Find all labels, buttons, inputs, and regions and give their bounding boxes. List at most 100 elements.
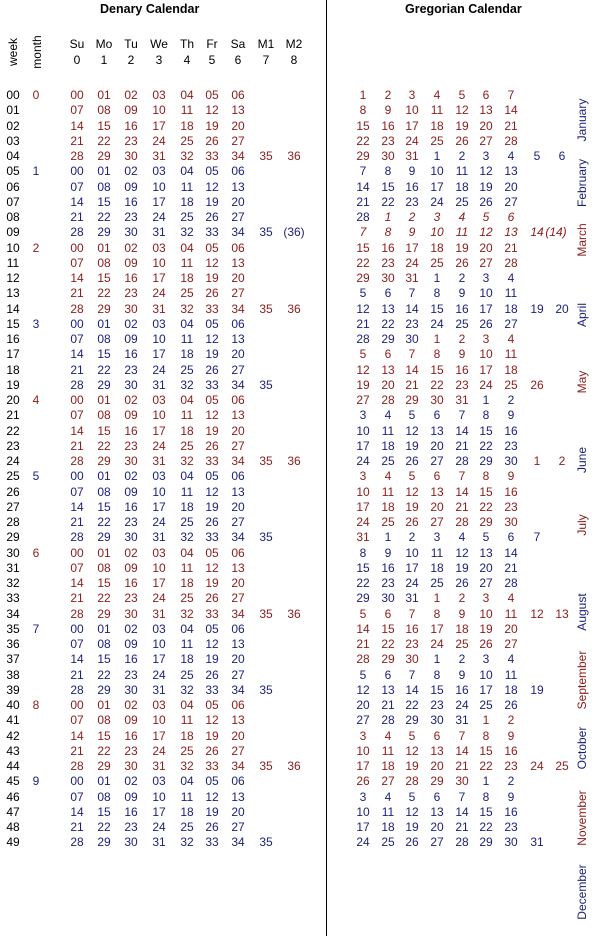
denary-day: 06: [231, 774, 245, 789]
denary-day: 36: [287, 454, 301, 468]
gregorian-day: 9: [384, 103, 392, 118]
denary-day: 02: [124, 469, 138, 484]
month-name-label: December: [575, 864, 589, 920]
denary-day: 03: [152, 316, 166, 331]
gregorian-day: 6: [384, 286, 392, 301]
section-divider: [326, 0, 327, 936]
denary-day: 14: [70, 194, 84, 209]
day-header-num: 1: [100, 53, 108, 67]
denary-day: 22: [97, 667, 111, 682]
denary-day: 12: [205, 179, 219, 194]
denary-day: 25: [180, 591, 194, 606]
denary-day: 18: [180, 652, 194, 667]
denary-day: 00: [70, 164, 84, 179]
gregorian-day: 28: [504, 576, 518, 590]
denary-day: 27: [231, 210, 245, 224]
denary-day: 19: [205, 499, 219, 514]
gregorian-day: 9: [384, 545, 392, 560]
gregorian-day: 15: [430, 682, 444, 697]
denary-day: 10: [152, 713, 166, 728]
gregorian-day: 9: [507, 408, 515, 423]
gregorian-day: 27: [356, 713, 370, 728]
gregorian-day: 7: [507, 88, 515, 102]
gregorian-day: 1: [433, 591, 441, 606]
denary-day: 32: [180, 835, 194, 850]
gregorian-day: 17: [356, 759, 370, 773]
denary-day: 04: [180, 164, 194, 179]
denary-day: 18: [180, 347, 194, 362]
gregorian-day: 23: [381, 255, 395, 270]
denary-day: 21: [70, 743, 84, 758]
gregorian-day: 28: [381, 393, 395, 407]
gregorian-day: 23: [405, 194, 419, 209]
gregorian-day: 15: [479, 804, 493, 819]
gregorian-day: 18: [381, 759, 395, 773]
gregorian-day: 5: [359, 347, 367, 362]
week-number: 15: [6, 316, 20, 331]
gregorian-day: 27: [381, 774, 395, 789]
denary-day: 25: [180, 362, 194, 377]
denary-day: 11: [180, 484, 194, 499]
day-header-num: 0: [73, 53, 81, 67]
week-number: 49: [6, 835, 20, 850]
denary-day: 05: [205, 698, 219, 712]
gregorian-day: 16: [381, 240, 395, 255]
denary-day: 14: [70, 271, 84, 285]
denary-day: 11: [180, 103, 194, 118]
denary-day: 16: [124, 728, 138, 743]
gregorian-day: 25: [430, 576, 444, 590]
denary-day: 32: [180, 225, 194, 240]
denary-day: 01: [97, 164, 111, 179]
denary-day: 09: [124, 484, 138, 499]
denary-day: 34: [231, 377, 245, 392]
denary-day: 25: [180, 667, 194, 682]
denary-day: 17: [152, 118, 166, 133]
denary-day: 22: [97, 362, 111, 377]
gregorian-day: 17: [356, 820, 370, 834]
day-header-num: 3: [155, 53, 163, 67]
gregorian-day: 8: [433, 606, 441, 621]
gregorian-day: 10: [356, 484, 370, 499]
denary-day: 01: [97, 316, 111, 331]
week-number: 18: [6, 362, 20, 377]
denary-day: 11: [180, 560, 194, 575]
denary-day: 18: [180, 118, 194, 133]
denary-day: 08: [97, 103, 111, 118]
denary-day: 26: [205, 743, 219, 758]
denary-day: 31: [152, 530, 166, 545]
gregorian-day: 5: [408, 408, 416, 423]
denary-day: 00: [70, 240, 84, 255]
denary-day: 00: [70, 621, 84, 636]
week-number: 25: [6, 469, 20, 484]
gregorian-day: 28: [504, 255, 518, 270]
denary-day: 01: [97, 698, 111, 712]
month-number: 9: [32, 774, 40, 789]
month-number: 4: [32, 393, 40, 407]
week-number: 44: [6, 759, 20, 773]
week-number: 37: [6, 652, 20, 667]
gregorian-day: 6: [384, 667, 392, 682]
gregorian-day: 9: [458, 286, 466, 301]
denary-day: 34: [231, 759, 245, 773]
gregorian-day: 14: [455, 423, 469, 438]
denary-day: 26: [205, 515, 219, 529]
gregorian-day: 30: [381, 271, 395, 285]
gregorian-day: 13: [430, 484, 444, 499]
week-number: 39: [6, 682, 20, 697]
denary-day: 04: [180, 698, 194, 712]
gregorian-day: 27: [479, 133, 493, 148]
day-header-num: 8: [290, 53, 298, 67]
denary-day: 17: [152, 423, 166, 438]
denary-day: 05: [205, 545, 219, 560]
gregorian-day: 16: [381, 560, 395, 575]
denary-day: 24: [152, 667, 166, 682]
gregorian-day: 21: [356, 194, 370, 209]
denary-day: 17: [152, 576, 166, 590]
week-number: 43: [6, 743, 20, 758]
denary-day: 00: [70, 316, 84, 331]
denary-day: 17: [152, 728, 166, 743]
denary-day: 30: [124, 225, 138, 240]
gregorian-day: 13: [381, 362, 395, 377]
gregorian-day: 16: [504, 743, 518, 758]
denary-day: 16: [124, 347, 138, 362]
